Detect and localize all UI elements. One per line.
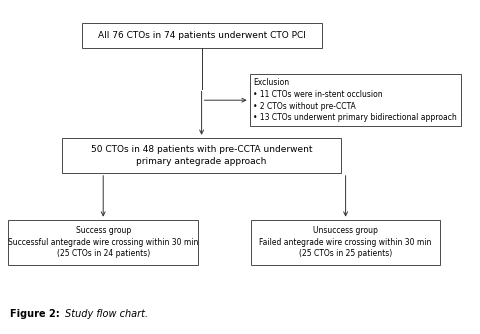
Text: Success group
Successful antegrade wire crossing within 30 min
(25 CTOs in 24 pa: Success group Successful antegrade wire … <box>8 226 198 259</box>
Text: Study flow chart.: Study flow chart. <box>65 309 148 319</box>
Text: Figure 2:: Figure 2: <box>10 309 60 319</box>
FancyBboxPatch shape <box>251 220 441 265</box>
FancyBboxPatch shape <box>250 74 461 126</box>
FancyBboxPatch shape <box>8 220 198 265</box>
FancyBboxPatch shape <box>62 138 341 173</box>
Text: All 76 CTOs in 74 patients underwent CTO PCI: All 76 CTOs in 74 patients underwent CTO… <box>97 31 306 39</box>
Text: 50 CTOs in 48 patients with pre-CCTA underwent
primary antegrade approach: 50 CTOs in 48 patients with pre-CCTA und… <box>91 145 312 166</box>
Text: Unsuccess group
Failed antegrade wire crossing within 30 min
(25 CTOs in 25 pati: Unsuccess group Failed antegrade wire cr… <box>259 226 432 259</box>
FancyBboxPatch shape <box>82 23 322 47</box>
Text: Exclusion
• 11 CTOs were in-stent occlusion
• 2 CTOs without pre-CCTA
• 13 CTOs : Exclusion • 11 CTOs were in-stent occlus… <box>253 78 457 122</box>
